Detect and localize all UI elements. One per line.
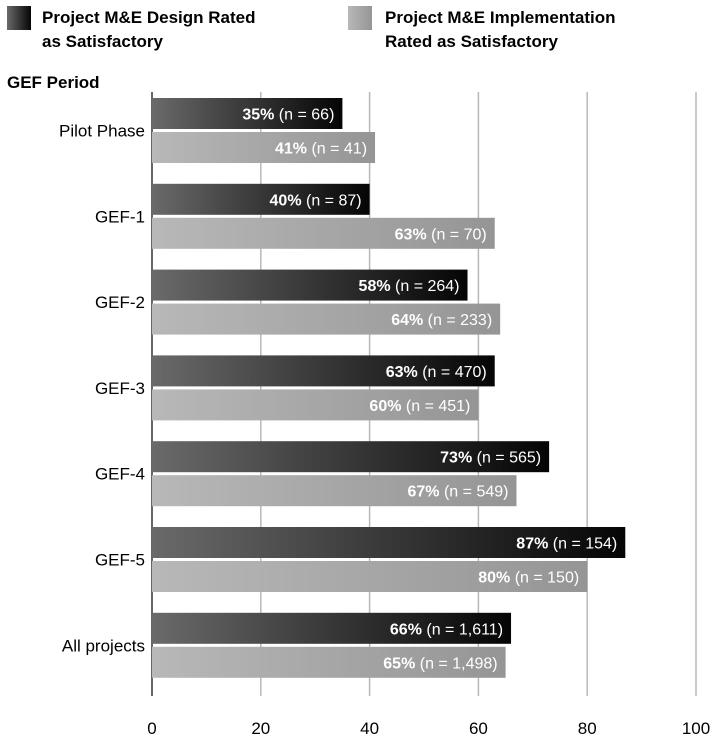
category-label: Pilot Phase [59, 122, 145, 141]
y-axis-title: GEF Period [7, 73, 100, 92]
category-label: GEF-5 [95, 551, 145, 570]
bar-design [152, 269, 468, 301]
bar-data-label: 67% (n = 549) [408, 484, 509, 501]
category-label: All projects [62, 636, 145, 655]
x-tick-label: 20 [251, 719, 270, 736]
bar-data-label: 40% (n = 87) [270, 192, 362, 209]
legend-swatch-design [7, 6, 31, 30]
x-tick-label: 40 [360, 719, 379, 736]
bar-design [152, 183, 370, 215]
x-tick-label: 80 [578, 719, 597, 736]
bar-data-label: 80% (n = 150) [478, 570, 579, 587]
bar-design [152, 355, 495, 387]
bar-implementation [152, 561, 588, 592]
x-tick-label: 100 [682, 719, 710, 736]
category-label: GEF-3 [95, 379, 145, 398]
category-label: GEF-2 [95, 293, 145, 312]
bar-data-label: 60% (n = 451) [369, 398, 470, 415]
bar-data-label: 63% (n = 470) [386, 364, 487, 381]
bar-data-label: 64% (n = 233) [391, 312, 492, 329]
bar-data-label: 63% (n = 70) [395, 226, 487, 243]
category-label: GEF-1 [95, 207, 145, 226]
legend: Project M&E Design Rated as Satisfactory… [7, 6, 615, 51]
x-tick-label: 60 [469, 719, 488, 736]
bar-data-label: 35% (n = 66) [242, 107, 334, 124]
legend-label-implementation-line2: Rated as Satisfactory [385, 32, 558, 51]
bars: 35% (n = 66) 41% (n = 41) 40% (n = 87) 63% … [152, 98, 626, 678]
legend-label-design-line1: Project M&E Design Rated [42, 8, 256, 27]
legend-label-design-line2: as Satisfactory [42, 32, 163, 51]
legend-label-implementation-line1: Project M&E Implementation [385, 8, 615, 27]
bar-design [152, 98, 343, 129]
bar-implementation [152, 303, 501, 335]
bar-implementation [152, 217, 495, 249]
category-labels: Pilot Phase GEF-1 GEF-2 GEF-3 GEF-4 GEF-5 All … [59, 122, 145, 656]
bar-data-label: 41% (n = 41) [275, 141, 367, 158]
bar-data-label: 65% (n = 1,498) [383, 655, 497, 672]
bar-implementation [152, 475, 517, 507]
bar-design [152, 441, 550, 473]
bar-implementation [152, 646, 506, 678]
bar-implementation [152, 132, 376, 163]
x-axis-ticks: 0 20 40 60 80 100 [147, 719, 710, 736]
legend-swatch-implementation [348, 6, 372, 30]
x-tick-label: 0 [147, 719, 156, 736]
bar-implementation [152, 389, 479, 421]
bar-data-label: 73% (n = 565) [440, 450, 541, 467]
bar-design [152, 612, 512, 644]
bar-design [152, 527, 626, 558]
bar-data-label: 66% (n = 1,611) [390, 621, 503, 638]
bar-data-label: 87% (n = 154) [516, 536, 617, 553]
category-label: GEF-4 [95, 465, 145, 484]
bar-data-label: 58% (n = 264) [359, 278, 460, 295]
